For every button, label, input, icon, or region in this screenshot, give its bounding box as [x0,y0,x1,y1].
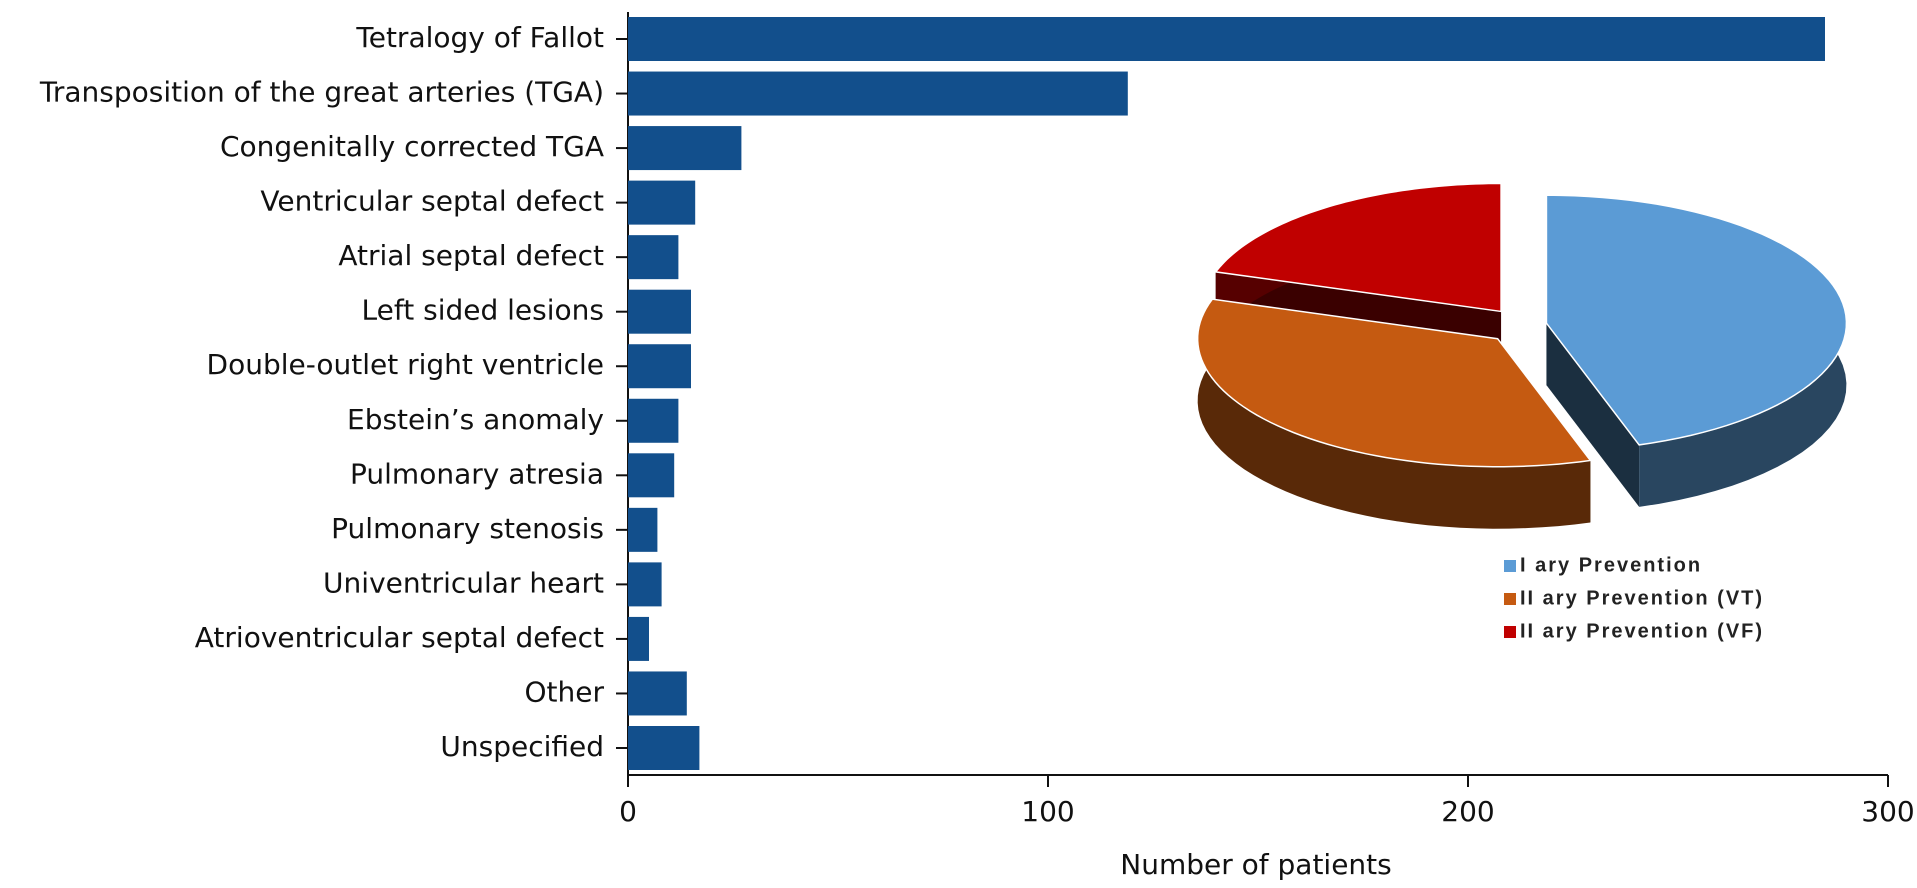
bar [628,453,675,498]
bar [628,398,679,443]
legend-swatch [1504,626,1516,638]
bar [628,507,658,552]
y-tick-label: Unspecified [440,730,604,763]
slice-side [1197,299,1591,529]
bar [628,126,742,171]
x-tick-label: 100 [1021,795,1074,828]
pie-slice [1196,298,1592,468]
y-tick-label: Pulmonary atresia [350,457,604,490]
y-tick-label: Atrioventricular septal defect [195,621,604,654]
legend-swatch [1504,560,1516,572]
legend-swatch [1504,593,1516,605]
y-tick-label: Ventricular septal defect [260,185,604,218]
bar [628,289,691,334]
bar [628,671,687,716]
pie-slice [1545,194,1848,446]
y-tick-label: Left sided lesions [362,294,604,327]
legend-label: II ary Prevention (VT) [1520,587,1764,609]
slice-wall [1546,323,1640,507]
bar [628,562,662,607]
x-tick-label: 0 [619,795,637,828]
y-tick-label: Transposition of the great arteries (TGA… [39,76,604,109]
bar [628,17,1825,61]
legend-label: I ary Prevention [1520,554,1702,576]
bar [628,726,700,770]
x-axis-title: Number of patients [1120,848,1392,881]
y-tick-label: Congenitally corrected TGA [220,130,604,163]
bar [628,180,696,225]
y-tick-label: Pulmonary stenosis [331,512,604,545]
y-tick-label: Atrial septal defect [338,239,604,272]
y-tick-label: Univentricular heart [323,566,604,599]
bar [628,616,649,661]
x-tick-label: 200 [1441,795,1494,828]
bar [628,235,679,280]
bar [628,71,1128,116]
bar [628,344,691,389]
y-tick-label: Double-outlet right ventricle [207,348,604,381]
legend-label: II ary Prevention (VF) [1520,620,1764,642]
pie-slice [1214,182,1502,313]
y-tick-label: Other [524,675,604,708]
x-tick-label: 300 [1861,795,1914,828]
y-tick-label: Tetralogy of Fallot [355,21,604,54]
y-tick-label: Ebstein’s anomaly [347,403,604,436]
